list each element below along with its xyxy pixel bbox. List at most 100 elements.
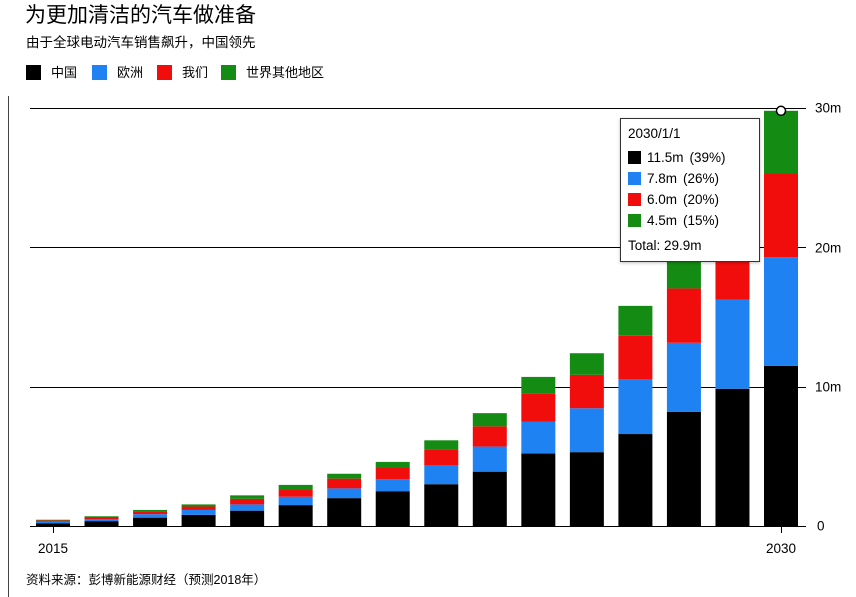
- bar-stack-2016[interactable]: [84, 516, 119, 526]
- bar-stack-2018[interactable]: [181, 504, 216, 526]
- bar-stack-2017[interactable]: [133, 509, 168, 526]
- bar-stack-2021[interactable]: [327, 473, 362, 526]
- bar-segment-rest-of-world-2024[interactable]: [472, 413, 507, 427]
- left-frame-rule: [8, 96, 9, 597]
- bar-segment-us-2026[interactable]: [569, 374, 604, 409]
- bar-stack-2030[interactable]: [764, 110, 798, 526]
- bar-segment-us-2016[interactable]: [84, 516, 119, 520]
- bar-segment-us-2023[interactable]: [424, 449, 459, 466]
- bar-segment-rest-of-world-2025[interactable]: [521, 376, 556, 394]
- tooltip-percent: (20%): [683, 192, 720, 207]
- bar-segment-rest-of-world-2015[interactable]: [36, 519, 70, 521]
- bar-segment-europe-2022[interactable]: [375, 479, 410, 492]
- y-tick-label-10m: 10m: [815, 380, 841, 395]
- bar-segment-europe-2016[interactable]: [84, 519, 119, 522]
- bar-segment-us-2018[interactable]: [181, 506, 216, 510]
- legend: 中国 欧洲 我们 世界其他地区: [26, 65, 366, 82]
- bar-segment-china-2016[interactable]: [84, 521, 119, 526]
- bar-segment-europe-2021[interactable]: [327, 488, 362, 499]
- bar-segment-china-2021[interactable]: [327, 498, 362, 526]
- bar-segment-china-2020[interactable]: [278, 505, 313, 526]
- bar-segment-china-2030[interactable]: [764, 365, 798, 526]
- bar-segment-china-2018[interactable]: [181, 514, 216, 526]
- bar-segment-china-2026[interactable]: [569, 452, 604, 526]
- bar-stack-2028[interactable]: [666, 252, 701, 526]
- bar-segment-europe-2028[interactable]: [666, 342, 701, 412]
- tooltip-row-rest-of-world: 4.5m (15%): [628, 213, 756, 229]
- bar-segment-europe-2030[interactable]: [764, 257, 798, 366]
- bar-segment-rest-of-world-2020[interactable]: [278, 484, 313, 490]
- bar-segment-rest-of-world-2021[interactable]: [327, 473, 362, 479]
- bar-segment-us-2020[interactable]: [278, 489, 313, 497]
- tooltip-text-rest-of-world: 4.5m (15%): [647, 213, 719, 229]
- bar-segment-europe-2015[interactable]: [36, 521, 70, 524]
- source-note: 资料来源：彭博新能源财经（预测2018年）: [26, 573, 267, 587]
- tooltip-percent: (39%): [689, 150, 726, 165]
- tooltip-percent: (26%): [683, 171, 720, 186]
- tooltip-row-us: 6.0m (20%): [628, 192, 756, 207]
- bar-segment-rest-of-world-2019[interactable]: [230, 495, 265, 499]
- bar-segment-rest-of-world-2030[interactable]: [764, 110, 798, 174]
- bar-segment-china-2024[interactable]: [472, 471, 507, 526]
- bar-segment-china-2022[interactable]: [375, 491, 410, 526]
- bar-segment-us-2022[interactable]: [375, 467, 410, 480]
- bar-segment-rest-of-world-2027[interactable]: [618, 305, 653, 336]
- bar-segment-china-2025[interactable]: [521, 453, 556, 526]
- bar-segment-europe-2026[interactable]: [569, 408, 604, 453]
- bar-segment-us-2030[interactable]: [764, 173, 798, 258]
- bar-segment-rest-of-world-2023[interactable]: [424, 440, 459, 450]
- y-tick-label-20m: 20m: [815, 241, 841, 256]
- bar-segment-rest-of-world-2017[interactable]: [133, 509, 168, 512]
- bar-stack-2015[interactable]: [36, 519, 70, 526]
- bar-segment-europe-2027[interactable]: [618, 379, 653, 435]
- bar-segment-europe-2017[interactable]: [133, 514, 168, 518]
- bar-segment-us-2021[interactable]: [327, 478, 362, 489]
- bar-segment-china-2017[interactable]: [133, 517, 168, 526]
- tooltip-value: 11.5m: [647, 150, 684, 165]
- legend-label-china: 中国: [51, 65, 78, 80]
- bar-segment-rest-of-world-2016[interactable]: [84, 516, 119, 517]
- tooltip-row-europe: 7.8m (26%): [628, 171, 756, 186]
- bar-segment-rest-of-world-2022[interactable]: [375, 461, 410, 468]
- bar-segment-china-2015[interactable]: [36, 523, 70, 526]
- bar-stack-2019[interactable]: [230, 495, 265, 526]
- bar-segment-europe-2024[interactable]: [472, 446, 507, 472]
- bar-stack-2026[interactable]: [569, 353, 604, 526]
- legend-swatch-europe: [92, 65, 107, 80]
- bar-segment-china-2028[interactable]: [666, 411, 701, 526]
- bar-segment-us-2017[interactable]: [133, 511, 168, 515]
- bar-segment-china-2027[interactable]: [618, 434, 653, 526]
- bar-segment-europe-2025[interactable]: [521, 421, 556, 454]
- bar-stack-2024[interactable]: [472, 413, 507, 526]
- bar-stack-2022[interactable]: [375, 461, 410, 526]
- bar-segment-china-2023[interactable]: [424, 484, 459, 526]
- bar-segment-us-2027[interactable]: [618, 335, 653, 379]
- bar-segment-china-2029[interactable]: [715, 388, 750, 526]
- bar-segment-rest-of-world-2018[interactable]: [181, 504, 216, 507]
- tooltip-swatch-rest-of-world: [628, 214, 641, 227]
- bar-segment-us-2024[interactable]: [472, 426, 507, 447]
- bar-segment-europe-2020[interactable]: [278, 496, 313, 506]
- legend-label-rest-of-world: 世界其他地区: [246, 65, 325, 80]
- chart-subtitle: 由于全球电动汽车销售飙升，中国领先: [26, 35, 256, 50]
- bar-stack-2023[interactable]: [424, 440, 459, 526]
- bar-segment-europe-2029[interactable]: [715, 299, 750, 389]
- bar-segment-us-2015[interactable]: [36, 520, 70, 522]
- tooltip-value: 6.0m: [647, 192, 678, 207]
- bar-segment-rest-of-world-2026[interactable]: [569, 353, 604, 375]
- bar-stack-2020[interactable]: [278, 484, 313, 526]
- bar-segment-us-2028[interactable]: [666, 288, 701, 343]
- bar-segment-china-2019[interactable]: [230, 510, 265, 526]
- bar-segment-europe-2023[interactable]: [424, 465, 459, 485]
- tooltip-value: 4.5m: [647, 213, 678, 228]
- tooltip-total: Total: 29.9m: [628, 238, 702, 253]
- bar-segment-europe-2019[interactable]: [230, 504, 265, 511]
- bar-stack-2027[interactable]: [618, 305, 653, 526]
- bar-segment-us-2025[interactable]: [521, 393, 556, 422]
- y-tick-label-0: 0: [817, 519, 825, 534]
- bar-segment-europe-2018[interactable]: [181, 509, 216, 515]
- bar-segment-us-2019[interactable]: [230, 498, 265, 505]
- bar-stack-2025[interactable]: [521, 376, 556, 526]
- bar-stacks: [36, 110, 798, 526]
